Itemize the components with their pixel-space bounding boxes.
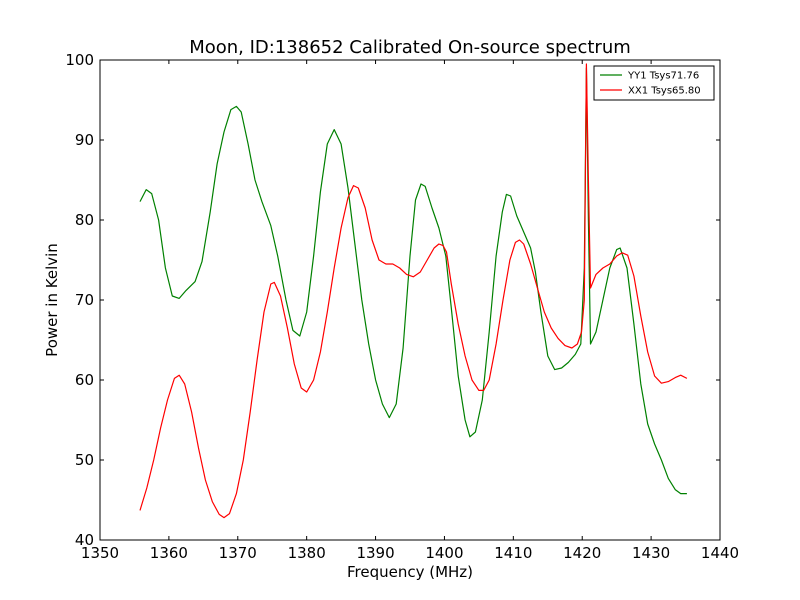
x-tick-label: 1400 [425, 544, 463, 562]
series-line-1 [139, 67, 687, 495]
legend-box [593, 65, 715, 101]
x-axis-label: Frequency (MHz) [347, 563, 473, 581]
x-tick-label: 1370 [219, 544, 257, 562]
y-tick-label: 70 [75, 291, 94, 309]
ticks-layer: 1350 1360 1370 1380 1390 1400 1410 1420 1430 1440… [65, 51, 739, 562]
y-tick-label: 80 [75, 211, 94, 229]
y-tick-label: 40 [75, 531, 94, 549]
series-line-2 [139, 63, 688, 519]
y-axis-label: Power in Kelvin [43, 243, 61, 357]
x-tick-label: 1440 [701, 544, 739, 562]
plot-area [100, 60, 720, 540]
series-layer [139, 63, 688, 519]
legend: YY1 Tsys71.76 XX1 Tsys65.80 [593, 65, 715, 101]
legend-label-2: XX1 Tsys65.80 [628, 86, 701, 97]
x-tick-label: 1410 [494, 544, 532, 562]
chart-title: Moon, ID:138652 Calibrated On-source spe… [189, 37, 631, 58]
x-tick-label: 1390 [356, 544, 394, 562]
y-tick-label: 50 [75, 451, 94, 469]
x-tick-label: 1360 [150, 544, 188, 562]
y-tick-label: 60 [75, 371, 94, 389]
y-tick-label: 90 [75, 131, 94, 149]
x-tick-label: 1380 [288, 544, 326, 562]
x-tick-label: 1350 [81, 544, 119, 562]
x-tick-label: 1430 [632, 544, 670, 562]
x-tick-label: 1420 [563, 544, 601, 562]
legend-label-1: YY1 Tsys71.76 [627, 71, 699, 82]
y-tick-label: 100 [65, 51, 94, 69]
